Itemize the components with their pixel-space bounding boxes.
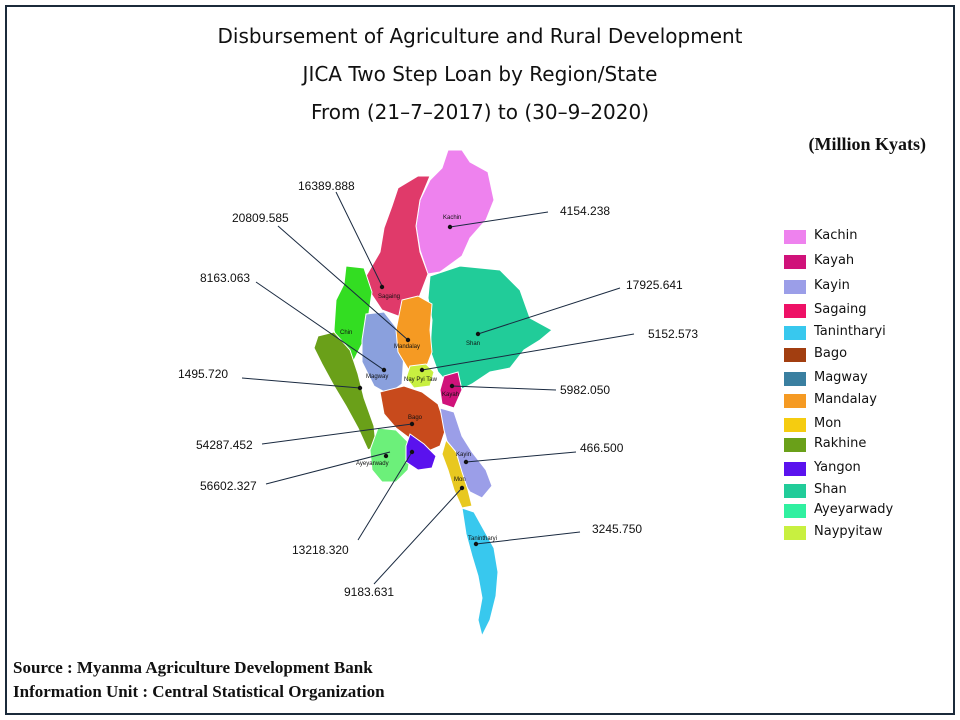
value-bago: 54287.452 <box>196 438 253 452</box>
value-mon: 9183.631 <box>344 585 394 599</box>
value-magway: 8163.063 <box>200 271 250 285</box>
legend-item-tanintharyi: Tanintharyi <box>784 324 924 340</box>
map-label-tanintharyi: Tanintharyi <box>468 536 497 542</box>
value-naypyitaw: 5152.573 <box>648 327 698 341</box>
legend-item-naypyitaw: Naypyitaw <box>784 524 924 540</box>
region-mon <box>441 438 473 509</box>
title-line-3: From (21–7–2017) to (30–9–2020) <box>310 100 650 124</box>
source-note: Source : Myanma Agriculture Development … <box>13 658 373 677</box>
legend-item-sagaing: Sagaing <box>784 302 924 318</box>
legend-item-magway: Magway <box>784 370 924 386</box>
region-yangon <box>405 433 437 471</box>
value-kayah: 5982.050 <box>560 383 610 397</box>
map-label-mandalay: Mandalay <box>394 344 420 350</box>
legend-swatch <box>784 372 806 386</box>
legend-item-yangon: Yangon <box>784 460 924 476</box>
map-label-shan: Shan <box>466 341 480 347</box>
region-kachin <box>415 149 495 275</box>
slide-frame <box>5 5 955 715</box>
title-line-1: Disbursement of Agriculture and Rural De… <box>217 24 743 48</box>
value-sagaing: 16389.888 <box>298 179 355 193</box>
value-kayin: 466.500 <box>580 441 624 455</box>
map-label-kachin: Kachin <box>443 215 461 221</box>
value-ayeyarwady: 56602.327 <box>200 479 257 493</box>
legend-item-kachin: Kachin <box>784 228 924 244</box>
legend-swatch <box>784 526 806 540</box>
legend-swatch <box>784 462 806 476</box>
map-label-ayeyarwady: Ayeyarwady <box>356 461 389 467</box>
map-label-mon: Mon <box>454 477 466 483</box>
region-naypyitaw <box>405 363 435 389</box>
legend-item-mon: Mon <box>784 416 924 432</box>
legend-label: Tanintharyi <box>814 324 886 339</box>
legend-swatch <box>784 348 806 362</box>
value-rakhine: 1495.720 <box>178 367 228 381</box>
map-label-kayin: Kayin <box>456 452 471 458</box>
legend-label: Bago <box>814 346 848 361</box>
legend-swatch <box>784 326 806 340</box>
legend-label: Shan <box>814 482 847 497</box>
legend-swatch <box>784 394 806 408</box>
value-shan: 17925.641 <box>626 278 683 292</box>
legend-swatch <box>784 504 806 518</box>
map-label-chin: Chin <box>340 330 352 336</box>
region-mandalay <box>395 295 433 373</box>
map-label-magway: Magway <box>366 374 388 380</box>
legend-swatch <box>784 418 806 432</box>
legend-swatch <box>784 255 806 269</box>
legend-swatch <box>784 438 806 452</box>
legend-item-bago: Bago <box>784 346 924 362</box>
legend-swatch <box>784 304 806 318</box>
legend-label: Naypyitaw <box>814 524 883 539</box>
region-kayah <box>439 371 463 409</box>
legend-label: Magway <box>814 370 868 385</box>
info-unit-note: Information Unit : Central Statistical O… <box>13 682 385 701</box>
legend-item-mandalay: Mandalay <box>784 392 924 408</box>
legend-label: Yangon <box>814 460 861 475</box>
legend-label: Kayin <box>814 278 850 293</box>
leader-lines <box>241 191 635 585</box>
legend-label: Mon <box>814 416 842 431</box>
legend-swatch <box>784 280 806 294</box>
legend-swatch <box>784 484 806 498</box>
value-mandalay: 20809.585 <box>232 211 289 225</box>
title-line-2: JICA Two Step Loan by Region/State <box>302 62 658 86</box>
region-markers <box>357 224 481 547</box>
map-label-naypyitaw: Nay Pyi Taw <box>404 377 438 383</box>
legend-item-rakhine: Rakhine <box>784 436 924 452</box>
legend-item-shan: Shan <box>784 482 924 498</box>
legend-label: Ayeyarwady <box>814 502 894 517</box>
legend-label: Sagaing <box>814 302 867 317</box>
map-label-sagaing: Sagaing <box>378 294 400 300</box>
legend-item-ayeyarwady: Ayeyarwady <box>784 502 924 518</box>
legend-label: Rakhine <box>814 436 867 451</box>
region-tanintharyi <box>461 507 499 638</box>
legend-item-kayin: Kayin <box>784 278 924 294</box>
legend-label: Mandalay <box>814 392 877 407</box>
region-bago <box>379 385 447 453</box>
legend-swatch <box>784 230 806 244</box>
value-tanintharyi: 3245.750 <box>592 522 642 536</box>
map-label-kayah: Kayah <box>442 392 459 398</box>
map-label-bago: Bago <box>408 415 423 421</box>
legend-label: Kachin <box>814 228 858 243</box>
units-label: (Million Kyats) <box>808 134 927 154</box>
region-shan <box>427 265 553 393</box>
value-yangon: 13218.320 <box>292 543 349 557</box>
value-kachin: 4154.238 <box>560 204 610 218</box>
legend-label: Kayah <box>814 253 855 268</box>
legend-item-kayah: Kayah <box>784 253 924 269</box>
